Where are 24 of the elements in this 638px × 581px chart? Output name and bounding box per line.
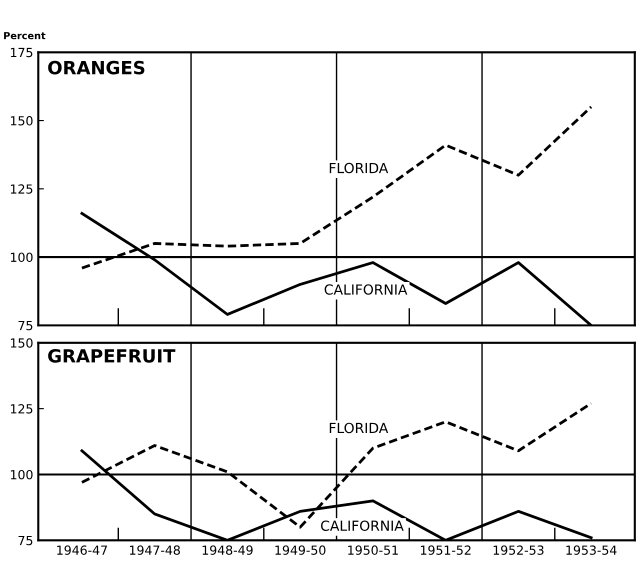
series-label: CALIFORNIA bbox=[320, 520, 404, 531]
y-tick-label: 150 bbox=[10, 338, 33, 348]
x-tick-label: 1952-53 bbox=[494, 545, 544, 555]
series-label: FLORIDA bbox=[330, 422, 388, 434]
series-label: FLORIDA bbox=[330, 162, 388, 174]
y-tick-label: 100 bbox=[10, 470, 33, 480]
x-tick-label: 1948-49 bbox=[202, 545, 253, 555]
x-tick-label: 1951-52 bbox=[420, 545, 471, 555]
series-label: CALIFORNIA bbox=[324, 284, 408, 295]
x-tick-label: 1953-54 bbox=[566, 545, 617, 555]
y-tick-label: 125 bbox=[10, 404, 32, 414]
x-tick-label: 1950-51 bbox=[348, 545, 398, 555]
x-tick-label: 1947-48 bbox=[130, 545, 180, 555]
x-tick-label: 1946-47 bbox=[57, 545, 107, 555]
y-tick-label: 75 bbox=[18, 320, 32, 330]
y-tick-label: 125 bbox=[10, 184, 32, 194]
y-tick-label: 175 bbox=[10, 48, 32, 58]
x-tick-label: 1949-50 bbox=[275, 545, 326, 555]
chart-title: ORANGES bbox=[48, 60, 144, 74]
y-tick-label: 150 bbox=[10, 116, 33, 126]
y-axis-title: Percent bbox=[4, 32, 46, 40]
y-tick-label: 100 bbox=[10, 252, 33, 262]
y-tick-label: 75 bbox=[18, 536, 32, 546]
chart-title: GRAPEFRUIT bbox=[48, 349, 176, 363]
